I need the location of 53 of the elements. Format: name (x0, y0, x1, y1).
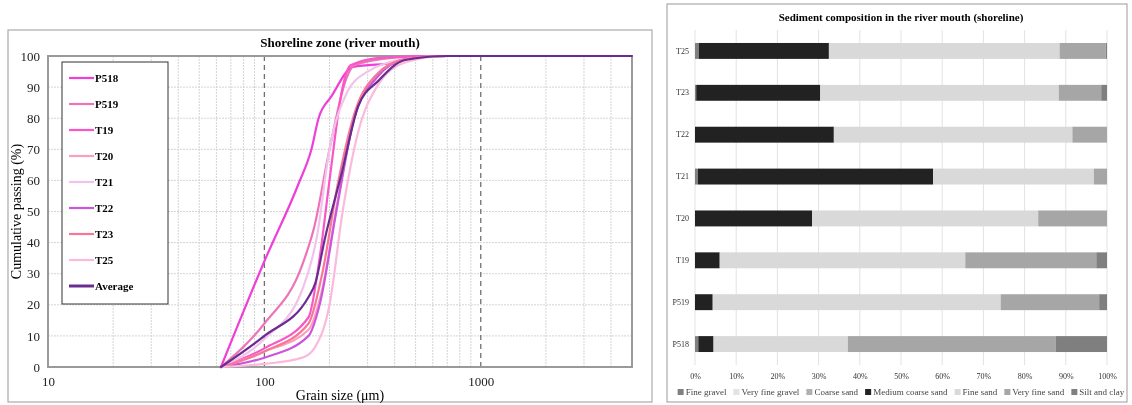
y-tick-label: 50 (27, 204, 40, 220)
legend-label: Average (95, 280, 134, 292)
y-tick-label: 0 (33, 359, 40, 375)
legend-label: T20 (95, 150, 114, 162)
x-tick-label: 20% (770, 371, 786, 381)
legend-label: Very fine gravel (741, 387, 800, 397)
y-tick-label: 40 (27, 235, 40, 251)
legend-label: Very fine sand (1012, 387, 1065, 397)
legend-label: P519 (95, 98, 119, 110)
x-tick-label: 70% (976, 371, 992, 381)
x-tick-label: 0% (690, 371, 702, 381)
y-tick-label: T22 (676, 130, 689, 140)
x-tick-label: 10% (729, 371, 745, 381)
x-tick-label: 10 (42, 374, 55, 390)
y-tick-label: 10 (27, 328, 40, 344)
y-tick-label: T20 (676, 214, 689, 223)
x-tick-label: 80% (1017, 371, 1033, 381)
legend-label: T21 (95, 176, 114, 188)
legend-label: Fine gravel (685, 387, 727, 397)
legend-label: Coarse sand (814, 387, 859, 397)
y-tick-label: T21 (676, 172, 689, 182)
legend-label: T22 (95, 202, 114, 214)
y-tick-label: 20 (27, 297, 40, 313)
y-tick-label: P519 (672, 297, 689, 307)
x-tick-label: 30% (811, 371, 827, 381)
x-tick-label: 100% (1098, 371, 1118, 381)
x-tick-label: 100 (255, 374, 275, 390)
y-tick-label: 80 (27, 110, 40, 126)
chart-title: Shoreline zone (river mouth) (260, 35, 420, 50)
x-tick-label: 90% (1058, 371, 1074, 381)
y-tick-label: 30 (27, 266, 40, 282)
legend-label: Medium coarse sand (873, 387, 949, 397)
y-tick-label: T25 (676, 46, 689, 56)
y-tick-label: P518 (672, 339, 689, 349)
x-tick-label: 1000 (468, 374, 495, 390)
legend-label: P518 (95, 72, 119, 84)
legend-label: T19 (95, 124, 114, 136)
y-tick-label: T19 (676, 255, 689, 265)
x-tick-label: 40% (852, 371, 868, 381)
legend-label: Fine sand (962, 387, 998, 397)
y-axis-title: Cumulative passing (%) (9, 143, 25, 280)
x-tick-label: 50% (894, 371, 910, 381)
x-axis-title: Grain size (μm) (295, 388, 385, 404)
x-tick-label: 60% (935, 371, 951, 381)
legend-label: T25 (95, 254, 114, 266)
legend-label: T23 (95, 228, 114, 240)
chart-title: Sediment composition in the river mouth (shoreline) (778, 11, 1024, 24)
y-tick-label: 100 (20, 48, 40, 64)
legend-label: Silt and clay (1079, 387, 1125, 397)
y-tick-label: 70 (27, 141, 40, 157)
y-tick-label: 60 (27, 173, 40, 189)
y-tick-label: T23 (676, 88, 689, 98)
y-tick-label: 90 (27, 79, 40, 95)
